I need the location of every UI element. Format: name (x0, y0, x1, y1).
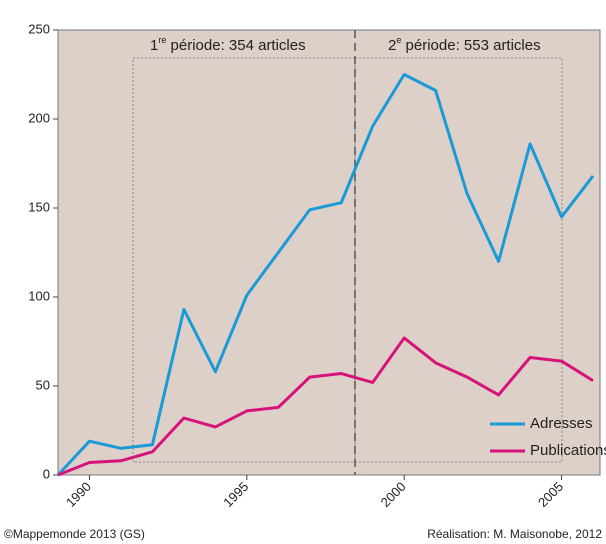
y-tick-label: 250 (28, 21, 50, 36)
footer-right: Réalisation: M. Maisonobe, 2012 (427, 527, 602, 541)
x-tick-label: 1990 (63, 479, 94, 510)
period-box (354, 57, 563, 463)
x-tick-label: 1995 (220, 479, 251, 510)
y-tick-label: 0 (43, 466, 50, 481)
annotation: 1re période: 354 articles (150, 35, 306, 54)
y-tick-label: 150 (28, 199, 50, 214)
series-line (57, 336, 594, 477)
series-line (56, 73, 595, 477)
y-tick-label: 50 (36, 377, 50, 392)
y-tick-label: 100 (28, 288, 50, 303)
plot-area (57, 29, 601, 476)
legend-label: Adresses (530, 415, 593, 432)
x-tick-label: 2000 (378, 479, 409, 510)
legend-label: Publications (530, 442, 606, 459)
footer-left: ©Mappemonde 2013 (GS) (4, 527, 145, 541)
x-tick-label: 2005 (535, 479, 566, 510)
annotation: 2e période: 553 articles (388, 35, 541, 54)
y-tick-label: 200 (28, 110, 50, 125)
